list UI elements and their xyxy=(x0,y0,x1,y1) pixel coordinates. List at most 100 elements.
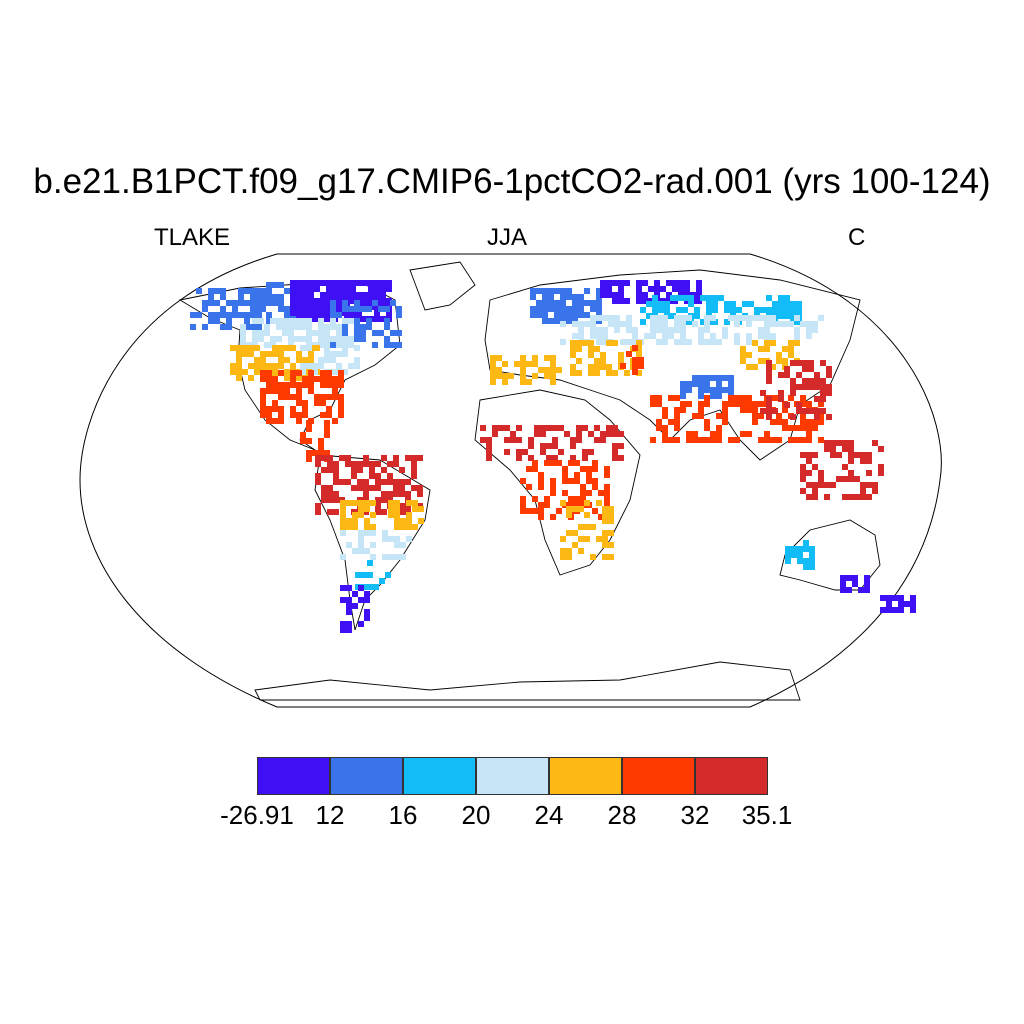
grid-cell xyxy=(394,512,400,518)
grid-cell xyxy=(333,461,339,467)
grid-cell xyxy=(390,342,396,348)
grid-cell xyxy=(608,554,614,560)
grid-cell xyxy=(348,318,354,324)
grid-cell xyxy=(636,340,642,346)
grid-cell xyxy=(502,379,508,385)
grid-cell xyxy=(848,494,854,500)
grid-cell xyxy=(618,455,624,461)
grid-cell xyxy=(802,408,808,414)
grid-cell xyxy=(202,300,208,306)
grid-cell xyxy=(716,413,722,419)
grid-cell xyxy=(278,363,284,369)
grid-cell xyxy=(686,387,692,393)
grid-cell xyxy=(600,286,606,292)
grid-cell xyxy=(321,455,327,461)
grid-cell xyxy=(238,300,244,306)
grid-cell xyxy=(814,396,820,402)
grid-cell xyxy=(367,560,373,566)
grid-cell xyxy=(308,382,314,388)
grid-cell xyxy=(776,437,782,443)
grid-cell xyxy=(321,497,327,503)
grid-cell xyxy=(608,506,614,512)
grid-cell xyxy=(320,412,326,418)
grid-cell xyxy=(364,548,370,554)
grid-cell xyxy=(848,446,854,452)
grid-cell xyxy=(330,300,336,306)
grid-cell xyxy=(260,363,266,369)
grid-cell xyxy=(260,306,266,312)
grid-cell xyxy=(338,292,344,298)
grid-cell xyxy=(710,339,716,345)
grid-cell xyxy=(618,358,624,364)
grid-cell xyxy=(698,407,704,413)
grid-cell xyxy=(760,408,766,414)
grid-cell xyxy=(578,312,584,318)
grid-cell xyxy=(260,394,266,400)
grid-cell xyxy=(758,346,764,352)
grid-cell xyxy=(600,292,606,298)
grid-cell xyxy=(788,340,794,346)
grid-cell xyxy=(315,473,321,479)
grid-cell xyxy=(740,431,746,437)
grid-cell xyxy=(390,330,396,336)
grid-cell xyxy=(344,292,350,298)
grid-cell xyxy=(594,364,600,370)
grid-cell xyxy=(790,307,796,313)
grid-cell xyxy=(266,418,272,424)
map-frame xyxy=(79,253,942,708)
grid-cell xyxy=(806,431,812,437)
grid-cell xyxy=(716,425,722,431)
grid-cell xyxy=(800,488,806,494)
grid-cell xyxy=(550,460,556,466)
grid-cell xyxy=(544,496,550,502)
grid-cell xyxy=(296,394,302,400)
grid-cell xyxy=(338,406,344,412)
grid-cell xyxy=(674,315,680,321)
grid-cell xyxy=(520,508,526,514)
grid-cell xyxy=(602,506,608,512)
grid-cell xyxy=(320,280,326,286)
colorbar-label-1: -26.91 xyxy=(220,800,294,830)
grid-cell xyxy=(550,484,556,490)
grid-cell xyxy=(778,396,784,402)
grid-cell xyxy=(764,431,770,437)
grid-cell xyxy=(282,318,288,324)
grid-cell xyxy=(642,280,648,286)
grid-cell xyxy=(394,518,400,524)
grid-cell xyxy=(302,310,308,316)
grid-cell xyxy=(326,304,332,310)
grid-cell xyxy=(662,327,668,333)
grid-cell xyxy=(688,295,694,301)
grid-cell xyxy=(238,288,244,294)
grid-cell xyxy=(682,295,688,301)
grid-cell xyxy=(302,357,308,363)
grid-cell xyxy=(296,292,302,298)
grid-cell xyxy=(728,381,734,387)
grid-cell xyxy=(330,306,336,312)
grid-cell xyxy=(333,491,339,497)
grid-cell xyxy=(672,280,678,286)
grid-cell xyxy=(532,373,538,379)
grid-cell xyxy=(346,603,352,609)
grid-cell xyxy=(886,607,892,613)
grid-cell xyxy=(363,491,369,497)
grid-cell xyxy=(530,312,536,318)
grid-cell xyxy=(548,300,554,306)
grid-cell xyxy=(584,321,590,327)
grid-cell xyxy=(202,324,208,330)
grid-cell xyxy=(338,304,344,310)
grid-cell xyxy=(236,375,242,381)
grid-cell xyxy=(330,312,336,318)
grid-cell xyxy=(848,452,854,458)
grid-cell xyxy=(794,340,800,346)
grid-cell xyxy=(520,478,526,484)
grid-cell xyxy=(680,381,686,387)
grid-cell xyxy=(588,449,594,455)
grid-cell xyxy=(366,324,372,330)
grid-cell xyxy=(592,508,598,514)
grid-cell xyxy=(602,530,608,536)
grid-cell xyxy=(490,367,496,373)
grid-cell xyxy=(588,431,594,437)
grid-cell xyxy=(788,346,794,352)
grid-cell xyxy=(546,425,552,431)
